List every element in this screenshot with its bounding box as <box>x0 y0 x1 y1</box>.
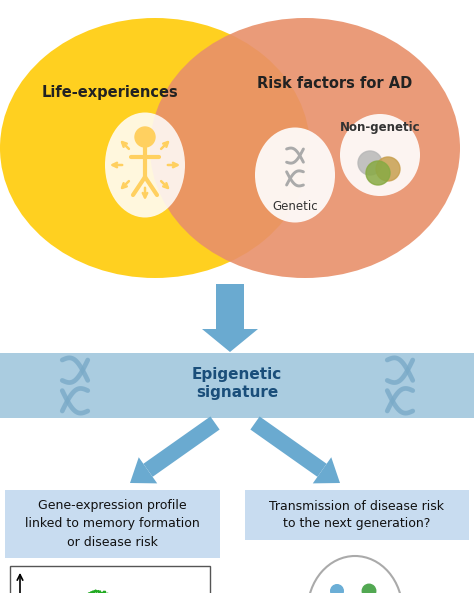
Ellipse shape <box>105 113 185 218</box>
Circle shape <box>135 127 155 147</box>
Text: Transmission of disease risk
to the next generation?: Transmission of disease risk to the next… <box>270 499 445 531</box>
Circle shape <box>331 585 343 593</box>
Text: Gene-expression profile
linked to memory formation
or disease risk: Gene-expression profile linked to memory… <box>25 499 200 549</box>
Polygon shape <box>202 329 258 352</box>
Text: Epigenetic
signature: Epigenetic signature <box>192 366 282 400</box>
Ellipse shape <box>255 127 335 222</box>
FancyBboxPatch shape <box>5 490 220 558</box>
Text: Non-genetic: Non-genetic <box>340 120 420 133</box>
FancyBboxPatch shape <box>245 490 469 540</box>
Polygon shape <box>143 416 219 477</box>
Ellipse shape <box>340 114 420 196</box>
Ellipse shape <box>0 18 310 278</box>
Circle shape <box>376 157 400 181</box>
Ellipse shape <box>150 18 460 278</box>
Text: Risk factors for AD: Risk factors for AD <box>257 75 413 91</box>
FancyBboxPatch shape <box>0 353 474 418</box>
Circle shape <box>362 584 376 593</box>
Ellipse shape <box>308 556 402 593</box>
Circle shape <box>358 151 382 175</box>
Text: Life-experiences: Life-experiences <box>42 85 178 100</box>
Polygon shape <box>313 457 340 483</box>
Circle shape <box>366 161 390 185</box>
FancyBboxPatch shape <box>10 566 210 593</box>
Text: Genetic: Genetic <box>272 200 318 213</box>
Polygon shape <box>130 457 157 483</box>
FancyBboxPatch shape <box>216 284 244 329</box>
Polygon shape <box>250 416 327 477</box>
